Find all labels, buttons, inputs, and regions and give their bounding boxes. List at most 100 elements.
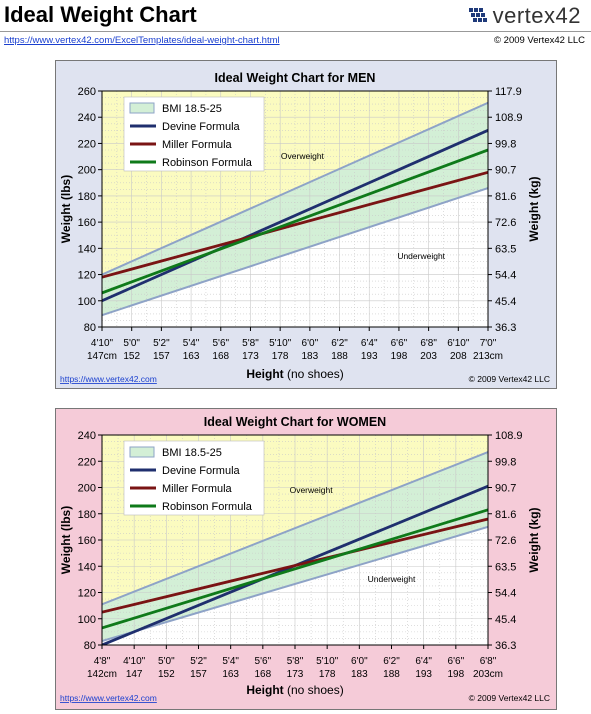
x-tick-label-cm: 183	[351, 669, 368, 680]
y2-tick-label: 36.3	[495, 322, 516, 334]
y2-tick-label: 108.9	[495, 112, 523, 124]
y-tick-label: 160	[78, 535, 96, 547]
x-axis-title: Height (no shoes)	[246, 683, 343, 697]
x-tick-label-cm: 168	[254, 669, 271, 680]
chart-footer-copyright: © 2009 Vertex42 LLC	[469, 374, 550, 384]
y2-tick-label: 90.7	[495, 165, 516, 177]
x-tick-label-cm: 157	[153, 351, 170, 362]
vertex42-logo[interactable]: vertex42	[467, 3, 581, 29]
x-tick-label-cm: 147cm	[87, 351, 117, 362]
y-tick-label: 160	[78, 217, 96, 229]
chart-footer-link: https://www.vertex42.com	[60, 693, 157, 703]
y2-tick-label: 54.4	[495, 588, 516, 600]
x-tick-label-cm: 152	[123, 351, 140, 362]
x-tick-label-feet: 5'0"	[158, 656, 175, 667]
bmi-upper-line	[102, 451, 488, 606]
header-divider	[0, 31, 591, 32]
y-tick-label: 140	[78, 561, 96, 573]
x-tick-label-cm: 147	[126, 669, 143, 680]
x-axis-title-main: Height	[246, 683, 283, 697]
y2-axis-title: Weight (kg)	[527, 176, 541, 241]
legend-label: BMI 18.5-25	[162, 447, 222, 459]
y2-tick-label: 108.9	[495, 430, 523, 442]
x-tick-label-cm: 163	[183, 351, 200, 362]
y-tick-label: 120	[78, 588, 96, 600]
x-tick-label-feet: 5'4"	[183, 338, 200, 349]
legend-label: Miller Formula	[162, 139, 233, 151]
legend-label: Robinson Formula	[162, 501, 253, 513]
y-tick-label: 260	[78, 86, 96, 98]
x-tick-label-cm: 188	[383, 669, 400, 680]
y-tick-label: 180	[78, 509, 96, 521]
x-tick-label-feet: 5'2"	[190, 656, 207, 667]
legend-swatch-bmi	[129, 446, 155, 458]
x-tick-label-feet: 6'0"	[351, 656, 368, 667]
region-annotation: Overweight	[281, 151, 325, 161]
y2-tick-label: 36.3	[495, 640, 516, 652]
x-tick-label-cm: 203	[420, 351, 437, 362]
y-axis-title: Weight (lbs)	[59, 506, 73, 574]
x-tick-label-feet: 5'8"	[287, 656, 304, 667]
x-tick-label-cm: 213cm	[473, 351, 503, 362]
plot-area	[102, 91, 488, 327]
x-tick-label-feet: 6'8"	[480, 656, 497, 667]
x-tick-label-cm: 208	[450, 351, 467, 362]
x-tick-label-feet: 4'10"	[91, 338, 114, 349]
robinson-formula-line	[102, 508, 488, 630]
x-tick-label-feet: 6'8"	[420, 338, 437, 349]
x-tick-label-feet: 6'4"	[415, 656, 432, 667]
robinson-formula-line	[102, 148, 488, 295]
x-tick-label-feet: 5'6"	[212, 338, 229, 349]
y-tick-label: 140	[78, 243, 96, 255]
bmi-upper-line	[102, 101, 488, 276]
x-tick-label-cm: 157	[190, 669, 207, 680]
x-tick-label-feet: 5'2"	[153, 338, 170, 349]
x-tick-label-cm: 178	[319, 669, 336, 680]
chart-title: Ideal Weight Chart for WOMEN	[204, 415, 386, 429]
x-axis-title-main: Height	[246, 367, 283, 381]
legend-label: BMI 18.5-25	[162, 103, 222, 115]
x-tick-label-cm: 163	[222, 669, 239, 680]
x-tick-label-feet: 4'10"	[123, 656, 146, 667]
y2-tick-label: 54.4	[495, 270, 516, 282]
underweight-region	[102, 188, 488, 327]
x-tick-label-feet: 5'0"	[123, 338, 140, 349]
x-tick-label-cm: 178	[272, 351, 289, 362]
legend-label: Robinson Formula	[162, 157, 253, 169]
region-annotation: Underweight	[397, 251, 445, 261]
x-tick-label-feet: 6'10"	[447, 338, 470, 349]
x-axis-title-note: (no shoes)	[284, 367, 344, 381]
x-tick-label-feet: 5'10"	[316, 656, 339, 667]
y2-tick-label: 81.6	[495, 191, 516, 203]
y2-axis-title: Weight (kg)	[527, 507, 541, 572]
template-link[interactable]: https://www.vertex42.com/ExcelTemplates/…	[4, 35, 280, 46]
chart-title: Ideal Weight Chart for MEN	[215, 71, 376, 85]
y2-tick-label: 117.9	[495, 86, 522, 98]
x-tick-label-cm: 188	[331, 351, 348, 362]
y2-tick-label: 63.5	[495, 561, 516, 573]
y-tick-label: 100	[78, 296, 96, 308]
x-tick-label-feet: 6'2"	[331, 338, 348, 349]
y2-tick-label: 90.7	[495, 483, 516, 495]
y2-tick-label: 72.6	[495, 535, 516, 547]
y-tick-label: 240	[78, 430, 96, 442]
y2-tick-label: 45.4	[495, 614, 516, 626]
x-tick-label-feet: 6'6"	[391, 338, 408, 349]
y2-tick-label: 99.8	[495, 138, 516, 150]
y-tick-label: 220	[78, 456, 96, 468]
x-tick-label-cm: 203cm	[473, 669, 503, 680]
x-tick-label-feet: 5'8"	[242, 338, 259, 349]
x-tick-label-feet: 5'6"	[255, 656, 272, 667]
y-tick-label: 100	[78, 614, 96, 626]
x-tick-label-feet: 7'0"	[480, 338, 497, 349]
x-tick-label-cm: 152	[158, 669, 175, 680]
y2-tick-label: 72.6	[495, 217, 516, 229]
y-tick-label: 180	[78, 191, 96, 203]
x-tick-label-cm: 173	[242, 351, 259, 362]
x-tick-label-feet: 4'8"	[94, 656, 111, 667]
men-chart: Ideal Weight Chart for MEN Overweight Unde…	[59, 71, 550, 384]
y-tick-label: 240	[78, 112, 96, 124]
y2-tick-label: 63.5	[495, 243, 516, 255]
y2-tick-label: 99.8	[495, 456, 516, 468]
x-tick-label-feet: 5'4"	[222, 656, 239, 667]
